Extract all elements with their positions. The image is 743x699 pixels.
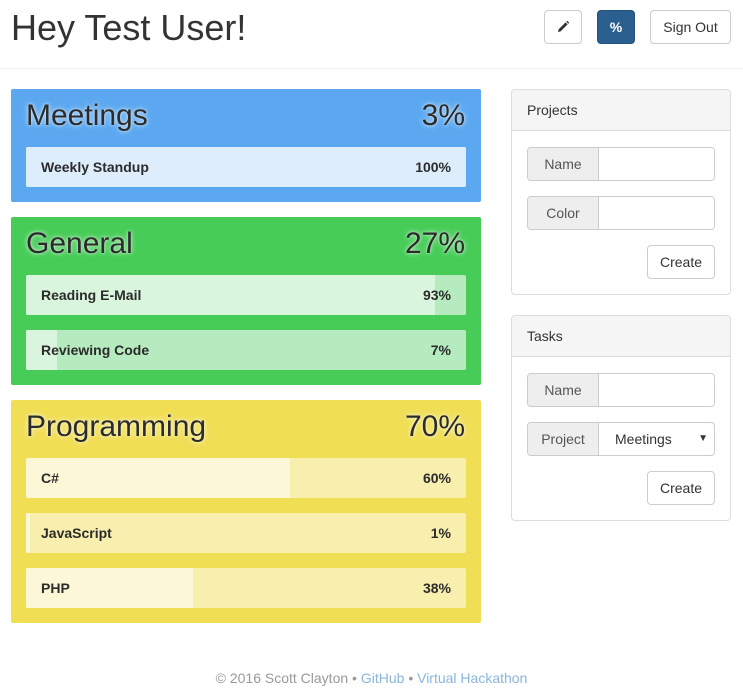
virtual-hackathon-link[interactable]: Virtual Hackathon	[417, 670, 528, 686]
project-color-input[interactable]	[599, 197, 714, 229]
task-row[interactable]: Reading E-Mail 93%	[26, 275, 466, 315]
category-name: Meetings	[26, 99, 148, 132]
task-row[interactable]: Weekly Standup 100%	[26, 147, 466, 187]
pencil-icon	[558, 20, 570, 32]
task-progress-fill	[26, 330, 57, 370]
category-general: General 27% Reading E-Mail 93% Reviewing…	[11, 217, 481, 385]
task-name: Weekly Standup	[41, 159, 149, 175]
category-percent: 70%	[404, 410, 465, 443]
task-project-field: Project Meetings ▼	[527, 422, 715, 456]
task-percent: 1%	[430, 525, 451, 541]
task-percent: 7%	[430, 342, 451, 358]
task-percent: 93%	[422, 287, 451, 303]
project-color-field: Color	[527, 196, 715, 230]
task-name: C#	[41, 470, 59, 486]
category-programming: Programming 70% C# 60% JavaScript 1% PHP…	[11, 400, 481, 623]
project-select[interactable]: Meetings ▼	[599, 423, 714, 455]
category-percent: 27%	[404, 227, 465, 260]
input-label: Name	[528, 148, 599, 180]
footer-copyright: © 2016 Scott Clayton	[215, 670, 349, 686]
caret-down-icon: ▼	[698, 433, 708, 444]
create-task-button[interactable]: Create	[647, 471, 715, 505]
footer-separator: •	[352, 670, 357, 686]
task-progress-fill	[26, 147, 466, 187]
sign-out-button[interactable]: Sign Out	[650, 10, 731, 44]
page-title: Hey Test User!	[11, 7, 247, 48]
task-progress-fill	[26, 275, 436, 315]
task-progress-fill	[26, 513, 31, 553]
project-name-field: Name	[527, 147, 715, 181]
task-name-input[interactable]	[599, 374, 714, 406]
edit-button[interactable]	[544, 10, 582, 44]
footer-separator: •	[408, 670, 414, 686]
category-name: General	[26, 227, 133, 260]
project-select-value: Meetings	[615, 431, 672, 447]
task-name-field: Name	[527, 373, 715, 407]
task-name: Reading E-Mail	[41, 287, 142, 303]
footer: © 2016 Scott Clayton • GitHub • Virtual …	[0, 668, 743, 688]
projects-panel: Projects Name Color Create	[511, 89, 731, 295]
tasks-panel: Tasks Name Project Meetings ▼ Create	[511, 315, 731, 521]
category-percent: 3%	[421, 99, 465, 132]
input-label: Project	[528, 423, 599, 455]
page-header: Hey Test User! % Sign Out	[0, 0, 743, 69]
input-label: Name	[528, 374, 599, 406]
task-percent: 100%	[415, 159, 451, 175]
create-project-button[interactable]: Create	[647, 245, 715, 279]
category-name: Programming	[26, 410, 207, 443]
panel-title: Projects	[512, 90, 730, 131]
task-row[interactable]: Reviewing Code 7%	[26, 330, 466, 370]
task-progress-fill	[26, 458, 290, 498]
project-name-input[interactable]	[599, 148, 714, 180]
task-progress-fill	[26, 568, 194, 608]
task-percent: 60%	[422, 470, 451, 486]
task-name: JavaScript	[41, 525, 112, 541]
task-row[interactable]: PHP 38%	[26, 568, 466, 608]
github-link[interactable]: GitHub	[360, 670, 405, 686]
task-row[interactable]: C# 60%	[26, 458, 466, 498]
panel-title: Tasks	[512, 316, 730, 357]
task-percent: 38%	[422, 580, 451, 596]
task-row[interactable]: JavaScript 1%	[26, 513, 466, 553]
category-meetings: Meetings 3% Weekly Standup 100%	[11, 89, 481, 202]
task-name: Reviewing Code	[41, 342, 150, 358]
input-label: Color	[528, 197, 599, 229]
percent-toggle-button[interactable]: %	[597, 10, 635, 44]
task-name: PHP	[41, 580, 70, 596]
